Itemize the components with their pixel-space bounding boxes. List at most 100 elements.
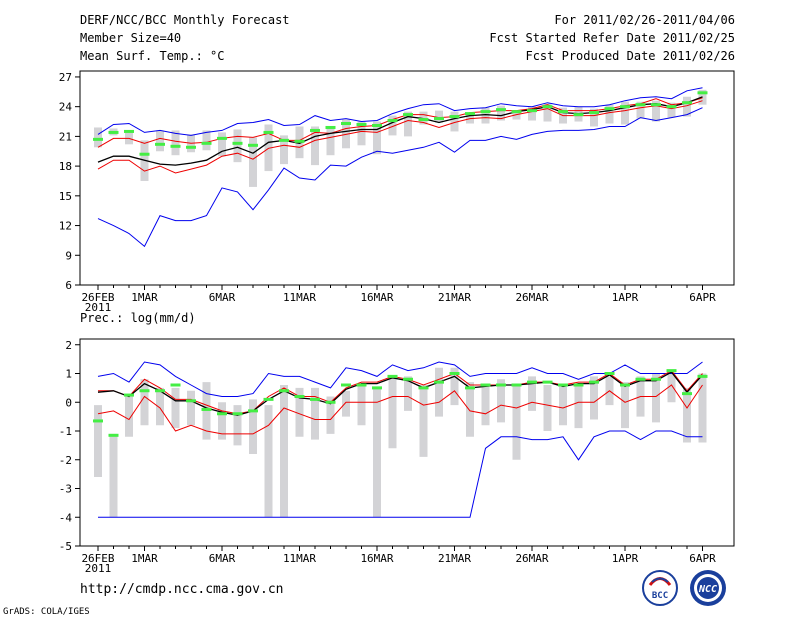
precip-median-marker: [573, 383, 584, 387]
temp-spread-bar: [404, 111, 412, 137]
temp-median-marker: [356, 123, 367, 126]
temp-spread-bar: [450, 111, 459, 132]
temp-median-marker: [604, 107, 615, 111]
precip-median-marker: [666, 369, 677, 373]
temp-median-marker: [496, 108, 506, 112]
precip-median-marker: [294, 395, 305, 398]
temp-spread-bar: [590, 108, 598, 127]
precip-xtick-label: 6APR: [689, 552, 716, 565]
precip-lower-bound-line: [97, 384, 703, 435]
precip-spread-bar: [466, 382, 474, 437]
precip-median-marker: [496, 383, 506, 387]
precip-spread-bar: [156, 387, 164, 426]
precip-ytick-label: -4: [59, 511, 73, 524]
temp-upper-bound-line: [97, 97, 703, 148]
logos: BCC NCC: [642, 570, 726, 606]
precip-median-marker: [527, 380, 537, 384]
precip-spread-bar: [171, 387, 180, 429]
temp-median-marker: [558, 110, 568, 114]
temp-spread-bar: [357, 121, 366, 146]
precip-spread-bar: [574, 385, 583, 429]
temp-median-marker: [155, 142, 165, 146]
temp-spread-bar: [481, 107, 490, 124]
precip-year-label: 2011: [85, 562, 112, 575]
precip-median-marker: [356, 383, 367, 387]
precip-upper-bound-line: [98, 369, 703, 415]
temp-median-marker: [186, 145, 196, 149]
precip-median-marker: [139, 389, 150, 393]
precip-spread-bar: [419, 385, 428, 457]
website-link[interactable]: http://cmdp.ncc.cma.gov.cn: [80, 582, 284, 597]
precip-median-marker: [651, 377, 661, 381]
temp-median-marker: [139, 152, 150, 156]
precip-median-marker: [372, 386, 382, 390]
precip-spread-bar: [404, 376, 412, 411]
precip-median-marker: [201, 407, 212, 411]
forecast-produced-date: Fcst Produced Date 2011/02/26: [525, 49, 735, 63]
precip-spread-bar: [388, 376, 397, 449]
temp-xtick-label: 6APR: [689, 291, 716, 304]
precip-spread-bar: [698, 373, 707, 443]
precip-spread-bar: [187, 390, 195, 426]
ncc-logo-text: NCC: [698, 584, 717, 595]
temp-median-marker: [682, 101, 692, 105]
precip-ytick-label: 2: [65, 339, 72, 352]
precip-median-marker: [682, 392, 692, 396]
precip-ytick-label: -3: [59, 483, 72, 496]
temp-spread-bar: [683, 96, 691, 117]
temp-spread-bar: [125, 130, 133, 145]
temp-ytick-label: 18: [59, 160, 72, 173]
precip-xtick-label: 16MAR: [360, 552, 393, 565]
temp-spread-bar: [466, 112, 474, 124]
precip-ensemble-mean-line: [97, 371, 703, 416]
temp-median-marker: [294, 139, 305, 143]
temp-median-marker: [170, 144, 181, 148]
precip-median-marker: [604, 372, 615, 375]
precip-median-marker: [542, 380, 553, 384]
temp-median-marker: [418, 118, 429, 122]
precip-median-marker: [418, 386, 429, 390]
precip-median-marker: [465, 386, 475, 390]
temp-spread-bar: [264, 124, 273, 172]
precip-median-marker: [248, 409, 258, 413]
temp-median-marker: [480, 110, 491, 114]
temp-spread-bar: [652, 100, 660, 122]
precip-spread-bar: [559, 385, 567, 426]
temp-median-marker: [263, 130, 274, 134]
member-size-label: Member Size=40: [80, 31, 182, 45]
precip-spread-bar: [357, 385, 366, 426]
temp-median-marker: [232, 141, 243, 145]
temp-year-label: 2011: [85, 301, 112, 314]
temp-median-marker: [93, 137, 103, 141]
temp-xtick-label: 11MAR: [283, 291, 316, 304]
precip-spread-bar: [311, 387, 319, 440]
precip-spread-bar: [667, 370, 676, 403]
precip-median-marker: [93, 419, 103, 423]
temp-spread-bar: [280, 135, 288, 165]
temp-median-marker: [651, 103, 661, 107]
bcc-logo-icon: BCC: [642, 570, 678, 606]
temp-median-marker: [589, 111, 599, 115]
temp-ensemble-max-line: [97, 87, 703, 136]
precip-spread-bar: [94, 405, 102, 477]
temp-median-marker: [449, 115, 460, 119]
temp-spread-bar: [171, 130, 180, 156]
precip-median-marker: [108, 433, 119, 437]
temp-ytick-label: 15: [59, 190, 72, 203]
precip-spread-bar: [249, 399, 257, 454]
precip-median-marker: [635, 377, 646, 381]
temp-spread-bar: [528, 106, 536, 121]
precip-panel: -5 -4 -3 -2 -1 0 1 2 26FEB 1MAR 6MAR 11MAR 16MAR 21MA…: [59, 338, 735, 575]
temp-median-marker: [325, 125, 336, 129]
temp-ensemble-mean-line: [97, 96, 703, 166]
temp-spread-bar: [621, 101, 629, 125]
precip-median-marker: [403, 377, 413, 381]
temp-median-marker: [511, 110, 522, 114]
precip-median-marker: [124, 393, 134, 397]
precip-spread-bar: [497, 379, 505, 423]
temp-median-marker: [372, 123, 382, 127]
variable-label: Mean Surf. Temp.: °C: [80, 49, 225, 63]
precip-xtick-label: 1MAR: [131, 552, 158, 565]
precip-median-marker: [310, 397, 320, 401]
